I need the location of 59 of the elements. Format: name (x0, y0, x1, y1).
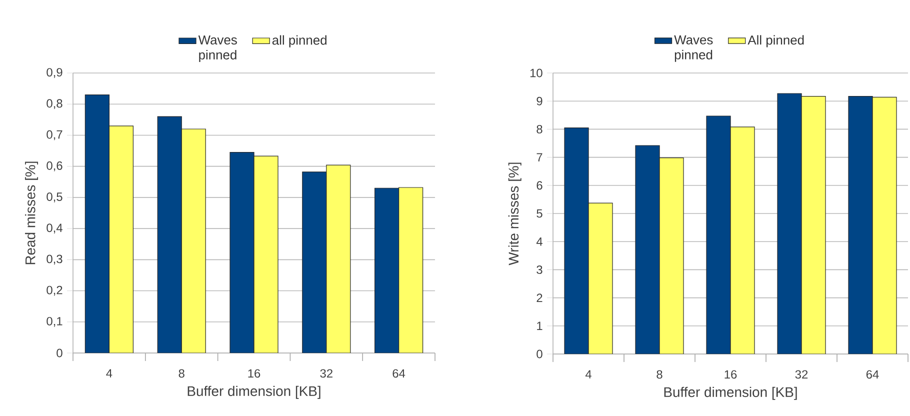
y-tick-label: 0 (536, 350, 542, 358)
bar (157, 116, 182, 353)
bar (181, 128, 206, 353)
x-axis-title: Buffer dimension [KB] (664, 386, 797, 400)
y-tick-label: 0,3 (46, 254, 62, 265)
legend-label: All pinned (748, 35, 804, 48)
y-tick-label: 1 (537, 322, 542, 330)
bar (730, 126, 755, 354)
x-tick-label: 16 (724, 370, 737, 379)
bar (564, 127, 589, 354)
x-tick-label: 4 (585, 370, 592, 378)
y-tick-label: 4 (536, 237, 542, 246)
bar (872, 96, 897, 354)
bar (84, 94, 110, 353)
bar (706, 116, 731, 354)
bar (326, 164, 351, 353)
bar (801, 96, 826, 354)
bar (302, 172, 327, 353)
y-tick-label: 5 (536, 209, 542, 218)
x-tick-label: 8 (178, 369, 184, 378)
bar (588, 202, 613, 354)
y-tick-label: 0,1 (46, 316, 62, 327)
y-tick-label: 3 (536, 265, 542, 274)
y-tick-label: 7 (536, 153, 542, 162)
x-tick-label: 32 (795, 370, 808, 379)
x-tick-label: 8 (656, 370, 662, 379)
y-tick-label: 0,6 (46, 161, 62, 172)
bar (230, 152, 254, 353)
y-tick-label: 0,2 (46, 286, 62, 296)
legend-label: Waves pinned (198, 35, 237, 62)
y-tick-label: 0,4 (46, 224, 62, 234)
bar (848, 96, 873, 354)
bar (777, 93, 802, 354)
y-tick-label: 0,8 (46, 99, 62, 110)
legend-label: Waves pinned (674, 35, 713, 62)
bar (635, 145, 660, 354)
x-tick-label: 64 (866, 370, 879, 379)
x-tick-label: 16 (248, 369, 260, 378)
bar (659, 158, 684, 354)
y-tick-label: 0,5 (46, 192, 62, 202)
y-tick-label: 0,7 (46, 130, 62, 140)
y-tick-label: 8 (536, 124, 542, 134)
x-tick-label: 64 (392, 369, 406, 378)
y-tick-label: 0 (56, 348, 62, 358)
y-tick-label: 0,9 (46, 68, 62, 78)
bar (398, 187, 424, 353)
y-tick-label: 10 (530, 68, 542, 78)
y-axis-title: Read misses [%] (25, 162, 38, 264)
x-axis-title: Buffer dimension [KB] (188, 386, 320, 399)
y-axis-title: Write misses [%] (508, 162, 522, 266)
legend-label: all pinned (272, 35, 326, 48)
y-tick-label: 6 (536, 181, 542, 190)
y-tick-label: 2 (536, 294, 542, 302)
bar (108, 126, 134, 353)
x-tick-label: 4 (106, 369, 112, 378)
bar (254, 156, 278, 353)
bar (374, 188, 400, 353)
y-tick-label: 9 (536, 96, 542, 106)
x-tick-label: 32 (320, 369, 332, 378)
